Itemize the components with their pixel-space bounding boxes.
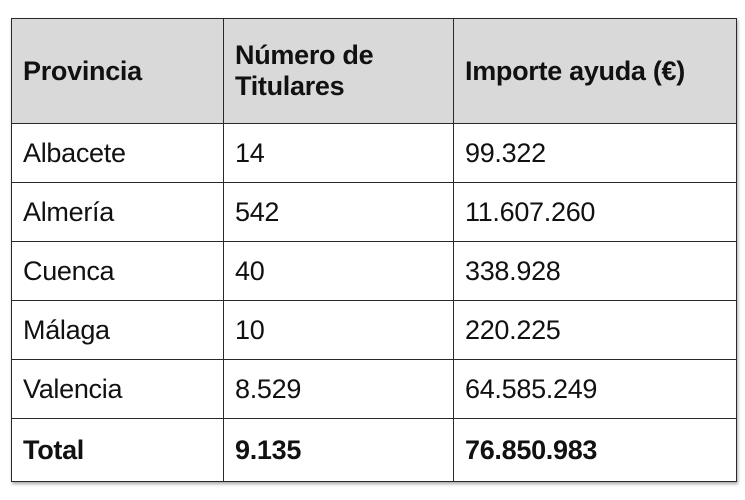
total-titulares: 9.135	[223, 418, 454, 482]
cell-provincia: Málaga	[11, 300, 224, 360]
table-row: Valencia 8.529 64.585.249	[11, 359, 737, 419]
header-numero-titulares: Número de Titulares	[223, 18, 454, 124]
header-importe-ayuda: Importe ayuda (€)	[453, 18, 737, 124]
cell-titulares: 542	[223, 182, 454, 242]
table-row: Cuenca 40 338.928	[11, 241, 737, 301]
total-importe: 76.850.983	[453, 418, 737, 482]
total-label: Total	[11, 418, 224, 482]
cell-importe: 338.928	[453, 241, 737, 301]
aid-by-province-table: Provincia Número de Titulares Importe ay…	[11, 18, 737, 482]
cell-importe: 11.607.260	[453, 182, 737, 242]
table-total-row: Total 9.135 76.850.983	[11, 418, 737, 482]
cell-titulares: 8.529	[223, 359, 454, 419]
table-header-row: Provincia Número de Titulares Importe ay…	[11, 18, 737, 124]
cell-importe: 64.585.249	[453, 359, 737, 419]
table-row: Almería 542 11.607.260	[11, 182, 737, 242]
cell-provincia: Valencia	[11, 359, 224, 419]
cell-importe: 220.225	[453, 300, 737, 360]
cell-importe: 99.322	[453, 123, 737, 183]
table-row: Málaga 10 220.225	[11, 300, 737, 360]
cell-provincia: Albacete	[11, 123, 224, 183]
cell-titulares: 10	[223, 300, 454, 360]
aid-table-container: Provincia Número de Titulares Importe ay…	[11, 18, 737, 482]
cell-titulares: 14	[223, 123, 454, 183]
header-provincia: Provincia	[11, 18, 224, 124]
cell-titulares: 40	[223, 241, 454, 301]
cell-provincia: Almería	[11, 182, 224, 242]
table-row: Albacete 14 99.322	[11, 123, 737, 183]
cell-provincia: Cuenca	[11, 241, 224, 301]
